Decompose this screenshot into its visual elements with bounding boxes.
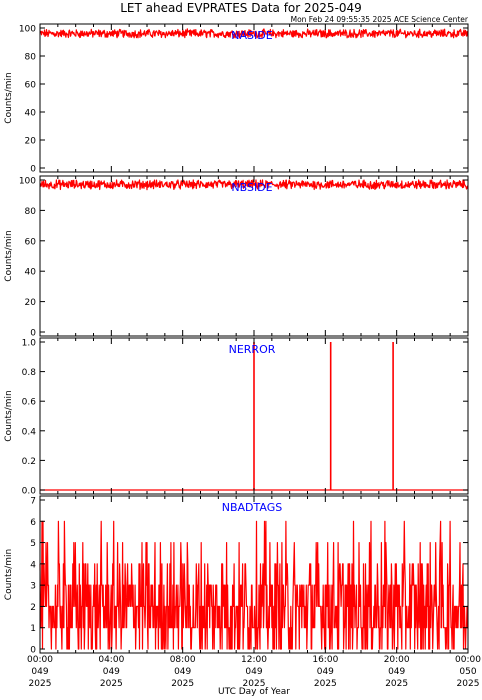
- x-tick-label: 2025: [171, 679, 194, 689]
- x-tick-labels: 00:00049202504:00049202508:00049202512:0…: [27, 655, 481, 689]
- y-tick-label: 0.8: [22, 368, 37, 378]
- series-line-nbside: [39, 179, 469, 191]
- panel-naside: 0 20 40 60 80 100 Counts/min NASIDE: [4, 23, 469, 175]
- x-tick-label: 049: [174, 667, 191, 677]
- x-tick-label: 2025: [457, 679, 480, 689]
- panel-nbside: 0 20 40 60 80 100 Counts/min NBSIDE: [4, 175, 469, 339]
- y-tick-label: 100: [19, 177, 36, 187]
- series-line-naside: [39, 28, 469, 39]
- y-tick-label: 3: [30, 582, 36, 592]
- chart-subtitle: Mon Feb 24 09:55:35 2025 ACE Science Cen…: [291, 15, 469, 24]
- x-tick-label: 00:00: [455, 655, 481, 665]
- y-tick-label: 80: [25, 53, 37, 63]
- y-tick-label: 40: [25, 109, 37, 119]
- x-tick-label: 049: [317, 667, 334, 677]
- y-tick-label: 0: [30, 646, 36, 656]
- y-axis-label: Counts/min: [4, 549, 14, 600]
- x-tick-label-group: 20:00 049 2025: [384, 655, 410, 689]
- panel-frame: [39, 175, 469, 337]
- y-tick-label: 2: [30, 603, 36, 613]
- x-axis-label: UTC Day of Year: [218, 687, 290, 697]
- y-tick-label: 0.0: [22, 487, 37, 497]
- x-tick-label: 08:00: [170, 655, 196, 665]
- y-tick-label: 60: [25, 81, 37, 91]
- panel-nbadtags: 0 1 2 3 4 5 6 7 Counts/min NBADTAGS: [4, 495, 469, 656]
- x-tick-label: 2025: [29, 679, 52, 689]
- series-line-nbadtags: [39, 520, 469, 650]
- x-tick-label: 00:00: [27, 655, 53, 665]
- x-tick-label: 2025: [314, 679, 337, 689]
- y-tick-label: 0.2: [22, 457, 36, 467]
- y-tick-label: 4: [30, 560, 36, 570]
- x-tick-label-group: 04:00 049 2025: [98, 655, 124, 689]
- x-tick-label: 20:00: [384, 655, 410, 665]
- panel-nerror: 0.0 0.2 0.4 0.6 0.8 1.0 Counts/min NERROR: [4, 337, 469, 497]
- y-tick-label: 6: [30, 518, 36, 528]
- panel-label: NASIDE: [231, 29, 272, 42]
- y-tick-label: 100: [19, 25, 36, 35]
- x-tick-label: 2025: [243, 679, 266, 689]
- y-tick-label: 20: [25, 298, 37, 308]
- panel-label: NBSIDE: [231, 181, 272, 194]
- panel-label: NERROR: [229, 343, 276, 356]
- x-tick-label: 2025: [385, 679, 408, 689]
- x-tick-label: 049: [245, 667, 262, 677]
- y-tick-label: 0: [30, 165, 36, 175]
- y-tick-label: 1: [30, 624, 36, 634]
- x-tick-label: 16:00: [312, 655, 338, 665]
- panel-label: NBADTAGS: [222, 501, 282, 514]
- panel-frame: [39, 23, 469, 173]
- x-tick-label-group: 08:00 049 2025: [170, 655, 196, 689]
- x-tick-label-group: 12:00 049 2025: [241, 655, 267, 689]
- y-axis-label: Counts/min: [4, 72, 14, 123]
- y-tick-label: 1.0: [22, 339, 37, 349]
- panels: 020406080100Counts/minNASIDE020406080100…: [4, 23, 469, 656]
- x-tick-label-group: 00:00 049 2025: [27, 655, 53, 689]
- y-tick-label: 0: [30, 329, 36, 339]
- x-tick-label: 12:00: [241, 655, 267, 665]
- y-tick-label: 60: [25, 237, 37, 247]
- x-tick-label: 049: [388, 667, 405, 677]
- chart-title: LET ahead EVPRATES Data for 2025-049: [120, 1, 362, 15]
- x-tick-label: 050: [459, 667, 476, 677]
- y-tick-label: 40: [25, 268, 37, 278]
- y-tick-label: 0.6: [22, 398, 37, 408]
- y-tick-label: 7: [30, 497, 36, 507]
- x-tick-label: 049: [31, 667, 48, 677]
- y-axis-label: Counts/min: [4, 230, 14, 281]
- y-tick-label: 20: [25, 137, 37, 147]
- y-tick-label: 80: [25, 207, 37, 217]
- x-tick-label-group: 16:00 049 2025: [312, 655, 338, 689]
- y-tick-label: 0.4: [22, 427, 37, 437]
- y-tick-label: 5: [30, 539, 36, 549]
- x-tick-label: 04:00: [98, 655, 124, 665]
- x-tick-label: 049: [103, 667, 120, 677]
- x-tick-label-group: 00:00 050 2025: [455, 655, 481, 689]
- y-axis-label: Counts/min: [4, 390, 14, 441]
- x-tick-label: 2025: [100, 679, 123, 689]
